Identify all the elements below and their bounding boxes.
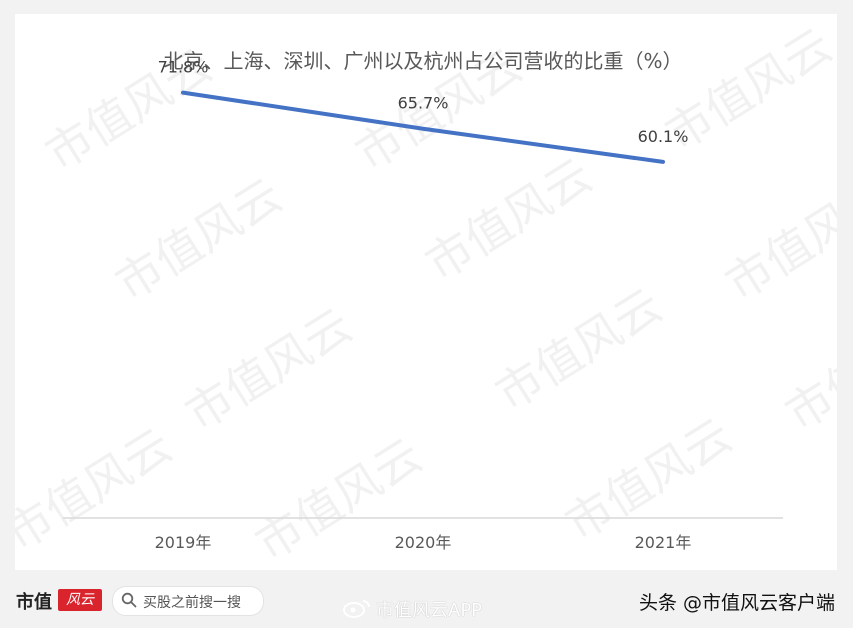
data-label: 60.1% <box>638 127 689 146</box>
search-box[interactable]: 买股之前搜一搜 <box>112 586 264 616</box>
data-label: 65.7% <box>398 94 449 113</box>
brand-logo: 风云 <box>58 589 102 611</box>
line-chart: 北京、上海、深圳、广州以及杭州占公司营收的比重（%） 2019年 2020年 202… <box>63 49 783 552</box>
x-tick-label: 2021年 <box>635 533 692 552</box>
x-tick-label: 2019年 <box>155 533 212 552</box>
toutiao-credit: 头条 @市值风云客户端 <box>638 592 835 614</box>
weibo-icon <box>343 600 370 618</box>
chart-card: 市值风云 市值风云 市值风云 市值风云 市值风云 市值风云 市值风云 市值风云 市值风云 市值风云… <box>15 14 837 570</box>
data-label: 71.8% <box>158 58 209 77</box>
brand-name: 市值 <box>16 592 52 613</box>
search-placeholder: 买股之前搜一搜 <box>143 595 241 611</box>
search-icon <box>121 592 137 608</box>
x-tick-label: 2020年 <box>395 533 452 552</box>
weibo-watermark-text: 市值风云APP <box>376 600 483 621</box>
footer-bar: 市值 风云 买股之前搜一搜 市值风云APP 头条 @市值风云客户端 <box>0 572 853 628</box>
chart-title: 北京、上海、深圳、广州以及杭州占公司营收的比重（%） <box>163 49 682 73</box>
series-line <box>181 90 665 164</box>
